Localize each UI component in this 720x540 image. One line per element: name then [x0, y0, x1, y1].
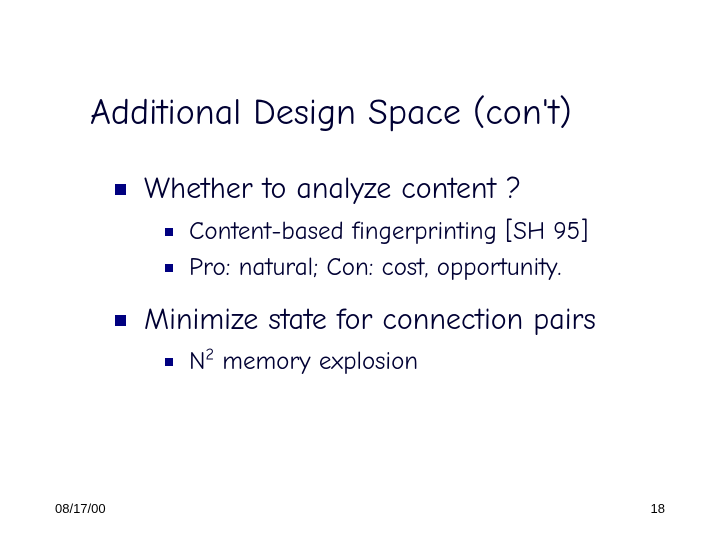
square-bullet-icon: [165, 228, 173, 236]
bullet-level1: Minimize state for connection pairs: [115, 301, 675, 339]
slide-title: Additional Design Space (con't): [90, 92, 572, 133]
bullet-text: N2 memory explosion: [189, 346, 418, 379]
bullet-level2: Pro: natural; Con: cost, opportunity.: [165, 252, 675, 285]
bullet-level1: Whether to analyze content ?: [115, 170, 675, 208]
square-bullet-icon: [165, 358, 173, 366]
footer-page-number: 18: [651, 501, 665, 516]
square-bullet-icon: [115, 315, 126, 326]
bullet-level2: N2 memory explosion: [165, 346, 675, 379]
square-bullet-icon: [165, 264, 173, 272]
bullet-text: Pro: natural; Con: cost, opportunity.: [189, 252, 561, 285]
bullet-text: Content-based fingerprinting [SH 95]: [189, 216, 588, 249]
slide: Additional Design Space (con't) Whether …: [0, 0, 720, 540]
bullet-level2: Content-based fingerprinting [SH 95]: [165, 216, 675, 249]
square-bullet-icon: [115, 184, 126, 195]
sub-bullet-group: N2 memory explosion: [165, 346, 675, 379]
footer-date: 08/17/00: [55, 501, 106, 516]
slide-body: Whether to analyze content ? Content-bas…: [115, 170, 675, 395]
bullet-text: Minimize state for connection pairs: [144, 301, 596, 339]
bullet-text: Whether to analyze content ?: [144, 170, 521, 208]
sub-bullet-group: Content-based fingerprinting [SH 95] Pro…: [165, 216, 675, 285]
